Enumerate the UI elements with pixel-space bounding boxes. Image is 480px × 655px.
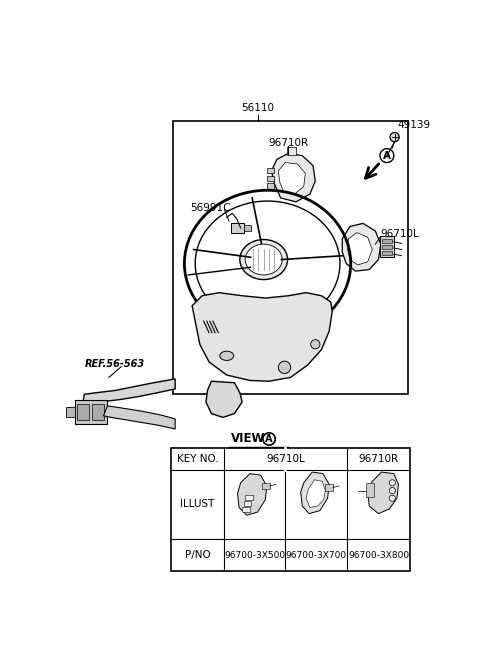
Text: 96700-3X800: 96700-3X800 — [348, 551, 409, 560]
Polygon shape — [238, 474, 267, 515]
Text: VIEW: VIEW — [231, 432, 265, 445]
Bar — [230, 223, 244, 233]
Polygon shape — [271, 153, 315, 202]
Text: 56110: 56110 — [241, 103, 274, 113]
Polygon shape — [206, 381, 242, 417]
Bar — [92, 403, 104, 421]
Text: A: A — [265, 434, 273, 444]
Text: 56991C: 56991C — [191, 203, 231, 213]
Bar — [173, 121, 408, 394]
Bar — [75, 400, 108, 424]
Circle shape — [389, 487, 396, 494]
Polygon shape — [104, 406, 175, 429]
Polygon shape — [306, 479, 325, 508]
Polygon shape — [342, 223, 381, 271]
Bar — [287, 147, 296, 155]
Ellipse shape — [245, 244, 282, 275]
Text: 96710R: 96710R — [268, 138, 309, 147]
Bar — [242, 508, 250, 512]
Circle shape — [389, 479, 396, 486]
Bar — [244, 501, 252, 506]
Text: 49139: 49139 — [398, 120, 431, 130]
Bar — [66, 407, 75, 417]
Text: 96710L: 96710L — [381, 229, 420, 239]
Text: 96700-3X500: 96700-3X500 — [224, 551, 285, 560]
Polygon shape — [348, 233, 372, 265]
Circle shape — [311, 340, 320, 349]
Polygon shape — [278, 162, 305, 194]
Circle shape — [390, 132, 399, 141]
Text: REF.56-563: REF.56-563 — [84, 358, 144, 369]
Bar — [244, 225, 251, 231]
Bar — [380, 236, 394, 257]
Text: 96700-3X700: 96700-3X700 — [286, 551, 347, 560]
Bar — [267, 176, 275, 181]
Text: A: A — [383, 151, 391, 160]
Bar — [245, 495, 253, 500]
Bar — [382, 239, 392, 242]
Circle shape — [389, 495, 396, 501]
Polygon shape — [83, 379, 175, 403]
Bar — [382, 245, 392, 249]
Text: 96710L: 96710L — [266, 454, 305, 464]
Bar — [325, 485, 333, 491]
Text: P/NO: P/NO — [185, 550, 210, 560]
Polygon shape — [368, 472, 398, 514]
Bar — [366, 483, 374, 496]
Bar — [382, 251, 392, 255]
Polygon shape — [192, 293, 332, 381]
Ellipse shape — [240, 240, 288, 280]
Circle shape — [380, 149, 394, 162]
Circle shape — [263, 433, 275, 445]
Text: KEY NO.: KEY NO. — [177, 454, 218, 464]
Bar — [262, 483, 270, 489]
Text: ILLUST: ILLUST — [180, 499, 215, 510]
Polygon shape — [300, 472, 329, 514]
Bar — [77, 403, 89, 421]
Bar — [171, 448, 410, 571]
Bar — [267, 168, 275, 174]
Circle shape — [278, 361, 291, 373]
Ellipse shape — [220, 351, 234, 360]
Text: 96710R: 96710R — [359, 454, 398, 464]
Bar — [267, 183, 275, 189]
